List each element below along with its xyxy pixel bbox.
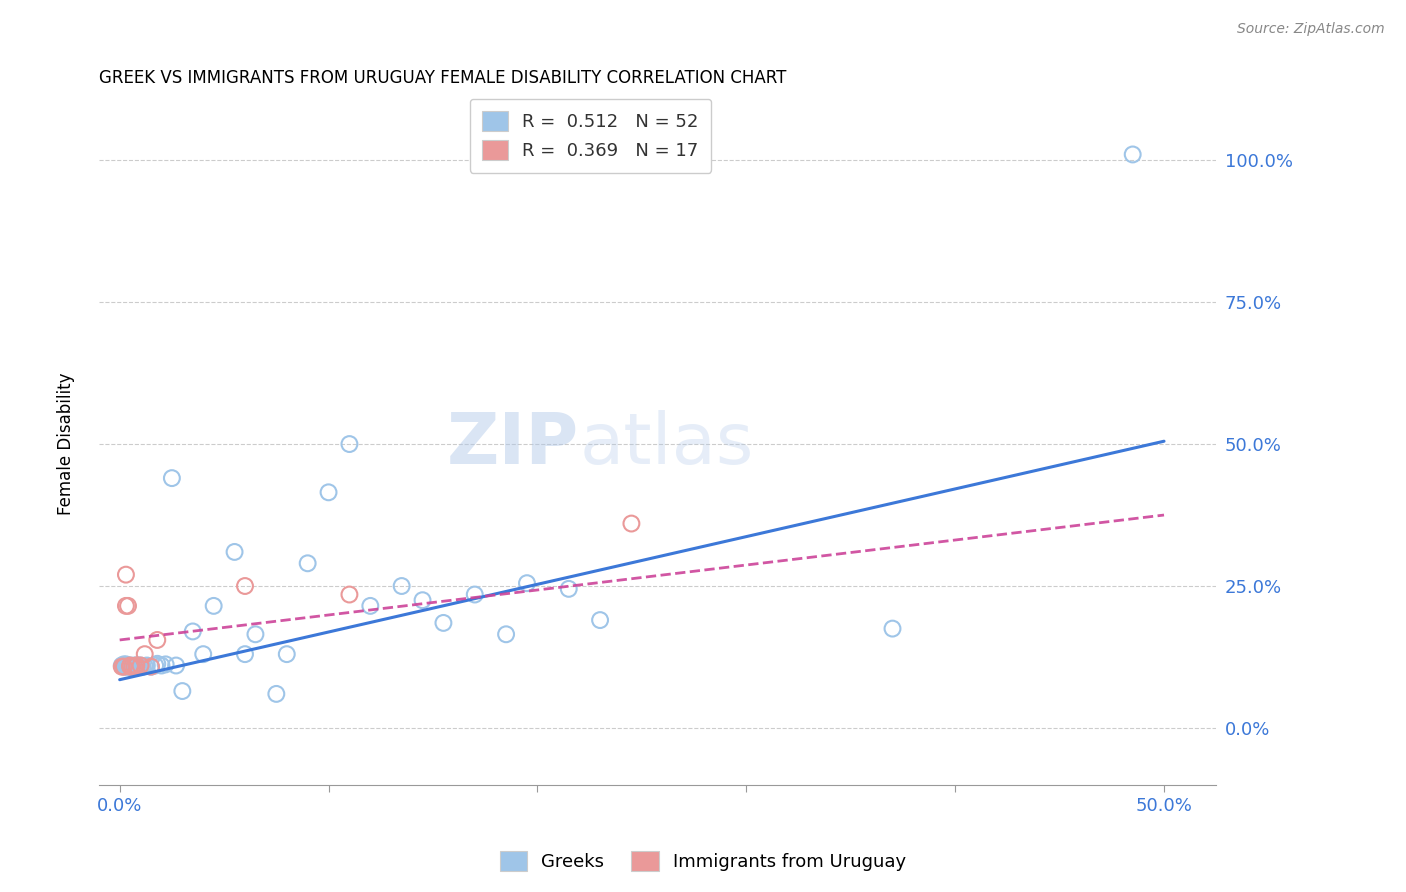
Point <box>120 659 142 673</box>
Point <box>129 658 152 673</box>
Point <box>155 657 177 672</box>
Point <box>432 615 454 630</box>
Point <box>127 659 149 673</box>
Point <box>117 658 139 673</box>
Legend: Greeks, Immigrants from Uruguay: Greeks, Immigrants from Uruguay <box>492 844 914 879</box>
Point <box>129 658 152 673</box>
Point <box>120 658 142 673</box>
Point <box>558 582 581 596</box>
Point <box>120 659 142 673</box>
Point <box>134 659 156 673</box>
Point <box>129 659 152 673</box>
Point <box>135 658 157 673</box>
Point <box>339 437 361 451</box>
Point <box>589 613 612 627</box>
Point <box>224 545 246 559</box>
Point <box>115 659 138 673</box>
Y-axis label: Female Disability: Female Disability <box>58 373 75 516</box>
Point <box>172 684 194 698</box>
Point <box>115 599 138 613</box>
Point <box>121 659 143 673</box>
Text: ZIP: ZIP <box>447 409 579 478</box>
Point <box>276 647 298 661</box>
Point <box>160 471 183 485</box>
Point <box>125 660 148 674</box>
Point <box>233 579 256 593</box>
Point <box>125 658 148 673</box>
Point <box>120 658 142 673</box>
Point <box>464 588 486 602</box>
Point <box>146 632 169 647</box>
Point <box>131 659 153 673</box>
Point <box>112 657 135 672</box>
Point <box>266 687 288 701</box>
Point <box>143 658 166 673</box>
Point <box>391 579 413 593</box>
Point <box>193 647 215 661</box>
Point <box>495 627 517 641</box>
Point <box>620 516 643 531</box>
Point <box>516 576 538 591</box>
Point <box>117 599 139 613</box>
Point <box>139 659 162 673</box>
Point <box>125 658 148 673</box>
Text: GREEK VS IMMIGRANTS FROM URUGUAY FEMALE DISABILITY CORRELATION CHART: GREEK VS IMMIGRANTS FROM URUGUAY FEMALE … <box>98 69 786 87</box>
Point <box>115 567 138 582</box>
Point <box>124 658 146 673</box>
Point <box>134 647 156 661</box>
Point <box>127 658 149 673</box>
Point <box>111 659 134 673</box>
Point <box>124 659 146 673</box>
Point <box>124 659 146 673</box>
Point <box>111 658 134 673</box>
Legend: R =  0.512   N = 52, R =  0.369   N = 17: R = 0.512 N = 52, R = 0.369 N = 17 <box>470 99 711 173</box>
Point <box>121 660 143 674</box>
Point <box>165 658 187 673</box>
Point <box>318 485 340 500</box>
Text: atlas: atlas <box>579 409 754 478</box>
Point <box>139 659 162 673</box>
Point <box>150 658 173 673</box>
Point <box>359 599 381 613</box>
Point <box>882 622 904 636</box>
Point <box>115 657 138 672</box>
Point <box>412 593 434 607</box>
Point <box>1122 147 1144 161</box>
Point <box>245 627 267 641</box>
Text: Source: ZipAtlas.com: Source: ZipAtlas.com <box>1237 22 1385 37</box>
Point <box>181 624 204 639</box>
Point <box>121 659 143 673</box>
Point <box>297 557 319 571</box>
Point <box>112 659 135 673</box>
Point <box>117 659 139 673</box>
Point <box>112 659 135 673</box>
Point <box>146 657 169 671</box>
Point <box>202 599 225 613</box>
Point <box>339 588 361 602</box>
Point <box>233 647 256 661</box>
